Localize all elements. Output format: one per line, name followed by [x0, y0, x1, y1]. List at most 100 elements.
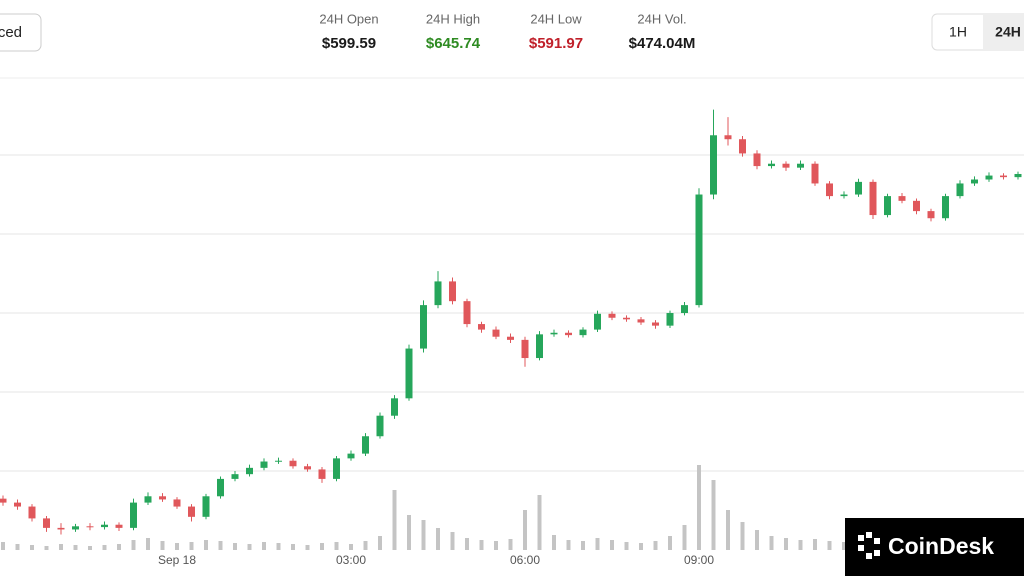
volume-bar — [117, 544, 121, 550]
candle-body — [594, 313, 601, 330]
volume-bar — [740, 522, 745, 550]
candle-body — [405, 348, 413, 399]
candle-body — [1000, 175, 1007, 178]
candle-body — [492, 329, 500, 337]
volume-bar — [436, 528, 440, 550]
candle-body — [898, 196, 906, 201]
candle-body — [333, 458, 340, 479]
advanced-button[interactable] — [0, 13, 42, 52]
volume-bar — [465, 538, 469, 550]
candle-body — [72, 526, 79, 530]
candle-body — [0, 498, 7, 503]
candle-body — [420, 305, 427, 349]
volume-bar — [523, 510, 527, 550]
candle-body — [971, 179, 978, 184]
volume-bar — [682, 525, 687, 550]
candle-body — [782, 163, 790, 168]
candle-body — [579, 329, 587, 336]
candle-body — [463, 301, 471, 325]
logo-text: CoinDesk — [888, 533, 994, 559]
candle-body — [637, 319, 645, 323]
candle-body — [101, 524, 108, 528]
volume-bar — [334, 542, 339, 550]
volume-bar — [378, 536, 382, 550]
candle-body — [536, 334, 543, 359]
candle-body — [521, 339, 529, 359]
button-label[interactable]: ced — [0, 24, 22, 41]
candle-body — [1014, 173, 1022, 178]
volume-bar — [537, 495, 542, 550]
candle-body — [86, 526, 94, 528]
range-button[interactable]: 1H — [949, 24, 967, 40]
stat-value: $591.97 — [529, 35, 583, 52]
candle-body — [927, 211, 935, 219]
candle-body — [14, 502, 21, 507]
volume-bar — [697, 465, 701, 550]
candle-body — [985, 175, 993, 180]
candle-body — [550, 332, 558, 335]
stat-label: 24H High — [426, 11, 480, 26]
candle-body — [710, 135, 717, 195]
volume-bar — [494, 541, 498, 550]
volume-bar — [204, 540, 208, 550]
candle-body — [391, 398, 398, 416]
candle-body — [753, 153, 761, 167]
candle-body — [956, 183, 964, 197]
volume-bar — [1, 542, 5, 550]
candle-body — [202, 496, 210, 517]
volume-bar — [59, 544, 63, 550]
x-tick-label: 06:00 — [510, 553, 540, 567]
volume-bar — [407, 515, 411, 550]
candle-body — [304, 466, 311, 470]
candle-body — [565, 332, 572, 336]
candle-body — [797, 163, 804, 168]
candle-body — [318, 469, 326, 479]
candle-body — [739, 139, 746, 154]
volume-bar — [479, 540, 484, 550]
candle-body — [884, 196, 891, 216]
stat-label: 24H Low — [530, 11, 582, 26]
volume-bar — [813, 539, 817, 550]
volume-bar — [305, 545, 310, 550]
volume-bar — [247, 544, 252, 550]
volume-bar — [102, 545, 107, 550]
x-tick-label: 09:00 — [684, 553, 714, 567]
candle-body — [130, 502, 137, 528]
candle-body — [231, 474, 239, 479]
volume-bar — [131, 540, 136, 550]
range-button[interactable]: 24H — [995, 24, 1021, 40]
volume-bar — [320, 543, 324, 550]
logo-box — [845, 518, 1024, 576]
candle-body — [376, 415, 384, 437]
candle-body — [652, 322, 659, 326]
candle-body — [681, 305, 688, 314]
volume-bar — [639, 543, 643, 550]
volume-bar — [421, 520, 426, 550]
candle-body — [362, 436, 369, 454]
candle-body — [43, 518, 50, 528]
volume-bar — [349, 544, 353, 550]
candle-body — [826, 183, 833, 197]
volume-bar — [610, 540, 614, 550]
candle-body — [449, 281, 456, 302]
volume-bar — [233, 543, 237, 550]
volume-bar — [44, 546, 49, 550]
candle-body — [608, 313, 616, 318]
candle-body — [855, 181, 862, 195]
volume-bar — [581, 541, 585, 550]
volume-bar — [363, 541, 368, 550]
volume-bar — [508, 539, 513, 550]
candle-body — [217, 478, 224, 497]
volume-bar — [146, 538, 150, 550]
candle-body — [289, 460, 297, 467]
volume-bar — [784, 538, 788, 550]
volume-bar — [160, 541, 165, 550]
candle-body — [623, 317, 630, 320]
volume-bar — [668, 536, 672, 550]
candle-body — [695, 194, 703, 306]
candle-body — [913, 200, 920, 212]
candle-body — [347, 453, 355, 459]
volume-bar — [653, 541, 658, 550]
